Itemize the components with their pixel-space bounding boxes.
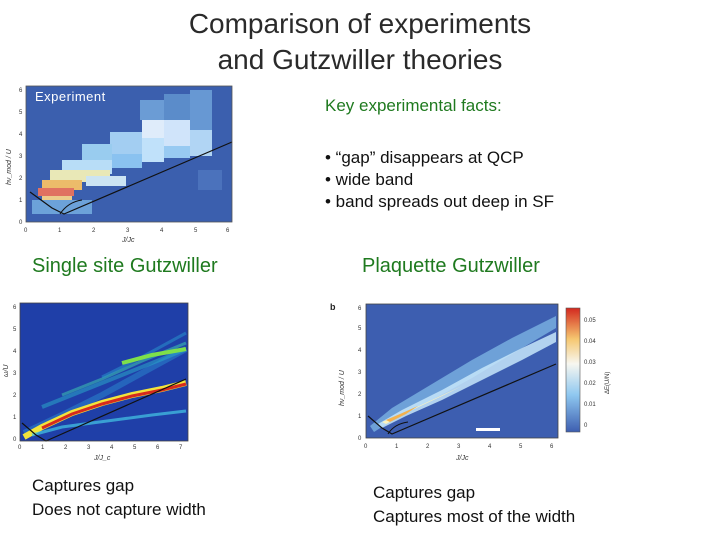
title-line-2: and Gutzwiller theories [217,44,503,75]
panel-letter: b [330,302,336,312]
fact-item: • “gap” disappears at QCP [325,148,524,167]
single-site-bands [22,331,188,440]
pq-y-tick: 1 [358,414,362,420]
ss-y-tick: 4 [13,349,17,355]
ss-y-tick: 5 [13,327,17,333]
fact-item: • wide band [325,170,414,189]
slide-title: Comparison of experiments and Gutzwiller… [0,6,720,78]
ss-y-tick: 3 [13,371,17,377]
ss-y-tick: 1 [13,415,17,421]
ss-x-tick: 5 [133,445,137,451]
plaquette-caption: Captures gap Captures most of the width [373,481,575,529]
ss-y-tick: 6 [13,305,17,311]
exp-y-tick: 1 [19,198,23,204]
colorbar-tick: 0.03 [584,360,596,366]
ss-y-axis-label: ω/U [3,364,10,377]
ss-y-tick: 2 [13,393,17,399]
pq-y-tick: 5 [358,326,362,332]
single-site-plot-area [20,303,188,441]
caption-line: Captures most of the width [373,507,576,526]
plaquette-plot: b 0.05 0.04 0.03 0.02 0.01 0 ΔE(U/N) 0 1… [330,302,611,462]
exp-x-tick: 1 [58,228,62,234]
exp-x-axis-label: J/Jc [121,237,135,244]
pq-y-axis-label: hν_mod / U [339,369,346,406]
caption-line: Captures gap [373,483,476,502]
pq-y-tick: 0 [358,436,362,442]
pq-x-tick: 5 [519,444,523,450]
pq-x-tick: 1 [395,444,399,450]
plaquette-band [370,316,556,432]
exp-y-tick: 5 [19,110,23,116]
pq-y-tick: 3 [358,370,362,376]
single-site-boundary-line [21,378,187,442]
colorbar-label: ΔE(U/N) [605,372,611,394]
experiment-plot: 0 1 2 3 4 5 6 0 1 2 3 4 5 6 J/Jc hν_mod … [6,85,233,244]
caption-line: Does not capture width [32,500,206,519]
ss-x-axis-label: J/J_c [93,455,111,462]
pq-x-tick: 3 [457,444,461,450]
exp-x-tick: 6 [226,228,230,234]
key-facts-title: Key experimental facts: [325,96,502,115]
ss-x-tick: 4 [110,445,114,451]
pq-x-tick: 4 [488,444,492,450]
exp-x-tick: 2 [92,228,96,234]
ss-x-tick: 0 [18,445,22,451]
exp-x-tick: 0 [24,228,28,234]
pq-y-tick: 6 [358,306,362,312]
experiment-heatmap [32,90,222,214]
exp-x-tick: 5 [194,228,198,234]
exp-y-tick: 6 [19,88,23,94]
pq-x-tick: 2 [426,444,430,450]
pq-x-tick: 0 [364,444,368,450]
pq-y-tick: 4 [358,348,362,354]
colorbar [565,307,581,433]
ss-x-tick: 6 [156,445,160,451]
ss-x-tick: 3 [87,445,91,451]
plaquette-boundary-line [367,363,557,435]
pq-y-tick: 2 [358,392,362,398]
exp-y-tick: 2 [19,176,23,182]
pq-x-tick: 6 [550,444,554,450]
key-facts-list: • “gap” disappears at QCP • wide band • … [325,147,554,213]
title-line-1: Comparison of experiments [188,8,532,39]
colorbar-tick: 0.04 [584,339,596,345]
single-site-title: Single site Gutzwiller [32,255,218,277]
experiment-boundary-line [29,141,233,215]
colorbar-tick: 0.02 [584,381,596,387]
plaquette-title: Plaquette Gutzwiller [362,255,540,277]
fact-item: • band spreads out deep in SF [325,192,554,211]
exp-y-tick: 0 [19,220,23,226]
ss-x-tick: 7 [179,445,183,451]
caption-line: Captures gap [32,476,135,495]
ss-y-tick: 0 [13,437,17,443]
pq-x-axis-label: J/Jc [455,455,469,462]
exp-x-tick: 4 [160,228,164,234]
single-site-caption: Captures gap Does not capture width [32,474,206,522]
experiment-label: Experiment [35,89,106,104]
colorbar-tick: 0.05 [584,318,596,324]
exp-x-tick: 3 [126,228,130,234]
ss-x-tick: 1 [41,445,45,451]
single-site-plot: 0 1 2 3 4 5 6 0 1 2 3 4 5 6 7 J/J_c ω/U [3,302,189,462]
colorbar-tick: 0 [584,423,588,429]
colorbar-tick: 0.01 [584,402,596,408]
exp-y-tick: 4 [19,132,23,138]
exp-y-tick: 3 [19,154,23,160]
exp-y-axis-label: hν_mod / U [6,148,13,185]
ss-x-tick: 2 [64,445,68,451]
